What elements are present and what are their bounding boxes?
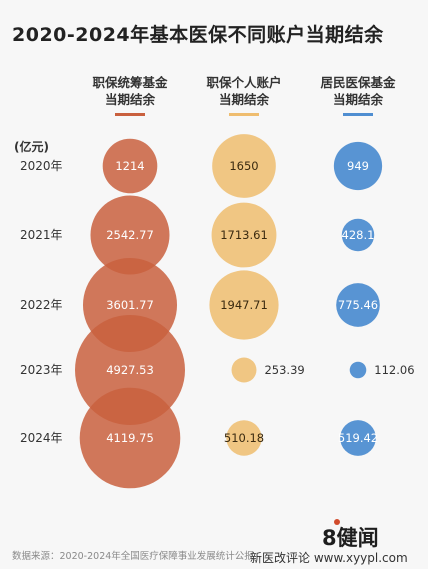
- column-header-personal-line2: 当期结余: [218, 92, 269, 107]
- year-label: 2020年: [20, 159, 63, 173]
- column-header-resident-line1: 居民医保基金: [320, 75, 396, 90]
- bubble-mark: [212, 134, 276, 198]
- unit-label: (亿元): [14, 140, 49, 154]
- bubble-value-label: 949: [347, 159, 369, 173]
- column-header-personal: 职保个人账户 当期结余: [184, 74, 304, 108]
- bubble-mark: [341, 218, 375, 252]
- bubble-value-label: 1214: [115, 159, 144, 173]
- bubble-mark: [102, 138, 158, 194]
- source-note: 数据来源：2020-2024年全国医疗保障事业发展统计公报: [12, 551, 254, 562]
- column-header-personal-line1: 职保个人账户: [206, 75, 282, 90]
- bubble-value-label: 2542.77: [106, 228, 154, 242]
- column-header-resident: 居民医保基金 当期结余: [298, 74, 418, 108]
- bubble-value-label: 519.42: [338, 431, 378, 445]
- bubble-value-label: 1947.71: [220, 298, 268, 312]
- bubble-value-label: 775.46: [338, 298, 378, 312]
- bubble-mark: [226, 420, 262, 456]
- bubble-value-label: 1713.61: [220, 228, 268, 242]
- bubble-mark: [340, 420, 376, 456]
- bubble-value-label: 1650: [229, 159, 258, 173]
- bubble-mark: [209, 270, 279, 340]
- logo: 8健闻: [322, 519, 379, 552]
- bubble-mark: [349, 361, 367, 379]
- column-header-pool: 职保统筹基金 当期结余: [70, 74, 190, 108]
- year-label: 2023年: [20, 363, 63, 377]
- column-header-pool-line2: 当期结余: [104, 92, 155, 107]
- chart-title: 2020-2024年基本医保不同账户当期结余: [12, 24, 384, 46]
- column-accent-bar-resident: [343, 113, 373, 116]
- bubble-value-label: 253.39: [264, 363, 304, 377]
- logo-text: 8健闻: [322, 526, 379, 550]
- column-header-resident-line2: 当期结余: [332, 92, 383, 107]
- column-accent-bar-pool: [115, 113, 145, 116]
- year-label: 2024年: [20, 431, 63, 445]
- bubble-value-label: 4927.53: [106, 363, 154, 377]
- bubble-mark: [79, 387, 181, 489]
- bubble-value-label: 4119.75: [106, 431, 154, 445]
- bubble-mark: [90, 195, 170, 275]
- bubble-mark: [231, 357, 257, 383]
- watermark: 新医改评论 www.xyypl.com: [250, 551, 408, 565]
- column-accent-bar-personal: [229, 113, 259, 116]
- bubble-mark: [333, 141, 383, 191]
- bubble-value-label: 3601.77: [106, 298, 154, 312]
- bubble-mark: [336, 283, 380, 327]
- bubble-value-label: 428.1: [342, 228, 375, 242]
- bubble-value-label: 510.18: [224, 431, 264, 445]
- bubble-value-label: 112.06: [374, 363, 414, 377]
- logo-dot-icon: [334, 519, 340, 525]
- bubble-mark: [211, 202, 277, 268]
- year-label: 2021年: [20, 228, 63, 242]
- column-header-pool-line1: 职保统筹基金: [92, 75, 168, 90]
- year-label: 2022年: [20, 298, 63, 312]
